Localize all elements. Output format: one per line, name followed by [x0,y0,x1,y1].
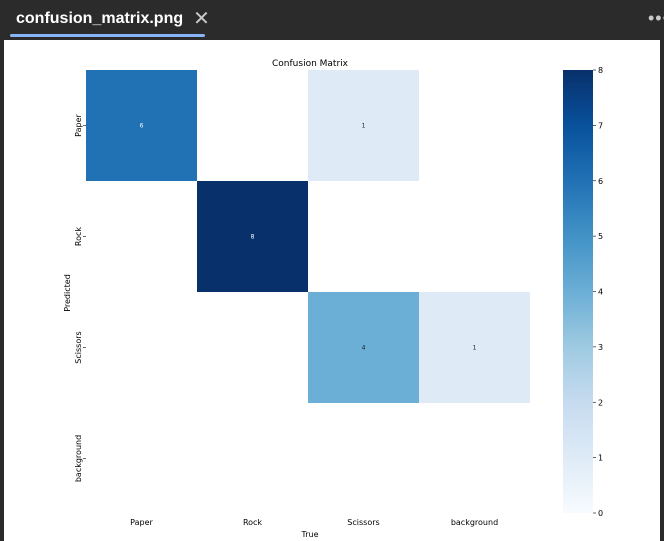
more-options-icon[interactable]: ••• [648,8,664,28]
heatmap-cell [308,70,419,181]
image-viewer: Confusion Matrix True Predicted 6 1 8 4 1 Pa… [4,40,660,541]
heatmap-cell [308,292,419,403]
colorbar: 0 1 2 3 4 5 6 7 8 [563,66,603,518]
chart-title: Confusion Matrix [272,59,349,69]
y-axis-label: Predicted [63,274,72,312]
cell-value-label: 4 [362,345,366,352]
tab-bar: confusion_matrix.png ✕ ••• [0,0,664,38]
cell-value-label: 8 [251,234,255,241]
colorbar-tick-label: 2 [598,398,603,407]
colorbar-tick-label: 0 [598,509,603,518]
colorbar-tick-label: 8 [598,66,603,75]
close-icon[interactable]: ✕ [193,8,210,30]
y-tick-label: background [74,435,83,482]
x-tick-labels: Paper Rock Scissors background [130,518,498,527]
heatmap-cell [197,181,308,292]
y-tick-labels: Paper Rock Scissors background [74,113,86,482]
colorbar-tick-label: 7 [598,121,603,130]
x-tick-label: background [451,518,498,527]
y-tick-label: Scissors [74,331,83,363]
x-tick-label: Scissors [347,518,379,527]
y-tick-label: Paper [74,113,83,136]
tab-title: confusion_matrix.png [16,10,184,27]
x-axis-label: True [301,530,319,539]
x-tick-label: Rock [243,518,262,527]
heatmap-cell [419,292,530,403]
y-tick-label: Rock [74,227,83,246]
colorbar-tick-label: 5 [598,232,603,241]
colorbar-gradient [563,70,593,513]
colorbar-tick-label: 1 [598,454,603,463]
file-tab[interactable]: confusion_matrix.png ✕ [4,0,210,38]
colorbar-tick-label: 6 [598,177,603,186]
cell-value-label: 1 [473,345,477,352]
cell-value-label: 6 [140,123,144,130]
colorbar-tick-label: 3 [598,343,603,352]
colorbar-tick-label: 4 [598,288,603,297]
x-tick-label: Paper [130,518,153,527]
active-tab-indicator [10,34,205,37]
heatmap-cells: 6 1 8 4 1 [86,70,530,403]
cell-value-label: 1 [362,123,366,130]
confusion-matrix-chart: Confusion Matrix True Predicted 6 1 8 4 1 Pa… [63,59,603,539]
heatmap-cell [86,70,197,181]
